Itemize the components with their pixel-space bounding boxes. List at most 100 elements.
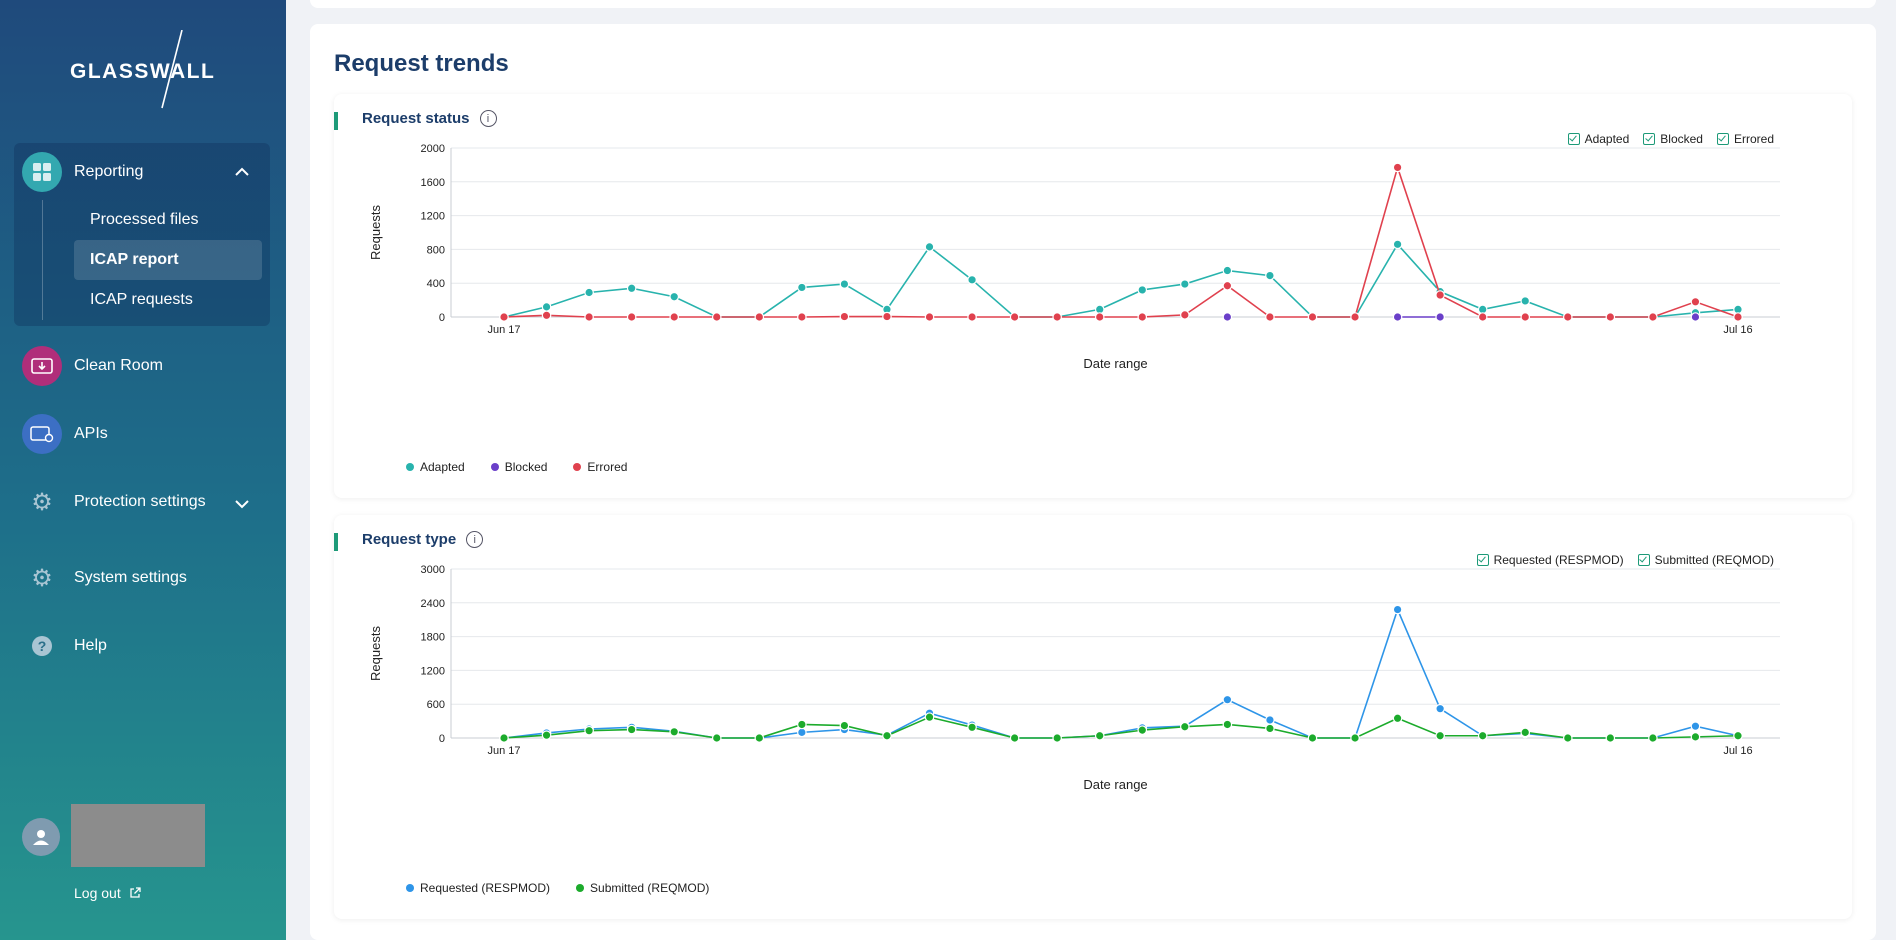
- legend-dot: [490, 463, 499, 471]
- data-point: [1094, 730, 1105, 741]
- x-axis-label: Date range: [1083, 777, 1147, 792]
- user-avatar[interactable]: [22, 818, 60, 856]
- data-point: [797, 719, 807, 730]
- data-point: [839, 311, 850, 322]
- data-point: [1435, 730, 1445, 741]
- data-point: [669, 727, 680, 737]
- toggle-blocked[interactable]: Blocked: [1643, 132, 1703, 146]
- data-point: [1009, 733, 1020, 743]
- chevron-down-icon[interactable]: [235, 499, 249, 509]
- data-point: [1265, 270, 1275, 281]
- request-status-chart: 0 400 800 1200 1600 2000 Jun 17 Jul 16 Date rang…: [368, 143, 1780, 371]
- checkbox-icon: [1643, 133, 1656, 145]
- series-toggles: Requested (RESPMOD) Submitted (REQMOD): [1476, 553, 1774, 567]
- data-point: [1392, 162, 1403, 173]
- data-point: [1265, 723, 1275, 734]
- y-tick-label: 0: [439, 733, 445, 745]
- sidebar-subitem-icap-report[interactable]: ICAP report: [74, 240, 262, 280]
- sidebar-item-clean-room[interactable]: Clean Room: [22, 344, 163, 388]
- data-point: [797, 282, 807, 293]
- request-type-chart: 0 600 1200 1800 2400 3000 Jun 17 Jul 16 Date ran…: [368, 564, 1780, 792]
- data-point: [754, 733, 765, 743]
- toggle-adapted[interactable]: Adapted: [1567, 132, 1630, 146]
- sidebar-item-label: Help: [74, 637, 107, 654]
- chart-legend: Adapted Blocked Errored: [406, 460, 627, 474]
- toggle-label: Submitted (REQMOD): [1654, 553, 1774, 567]
- data-point: [1648, 733, 1658, 743]
- y-tick-label: 0: [439, 312, 445, 324]
- toggle-requested[interactable]: Requested (RESPMOD): [1476, 553, 1624, 567]
- api-icon: [22, 414, 62, 454]
- y-tick-label: 600: [427, 699, 445, 711]
- data-point: [626, 312, 637, 322]
- data-point: [1137, 285, 1148, 295]
- toggle-label: Adapted: [1584, 132, 1630, 146]
- series-line-adapted: [503, 242, 1739, 318]
- legend-label: Requested (RESPMOD): [420, 881, 551, 895]
- legend-label: Submitted (REQMOD): [590, 881, 710, 895]
- sidebar-item-reporting[interactable]: Reporting: [22, 150, 143, 194]
- data-point: [1605, 312, 1616, 322]
- series-line-submitted-reqmod-: [503, 716, 1739, 739]
- data-point: [967, 275, 977, 285]
- request-type-card: Request type i Requested (RESPMOD) Submi…: [334, 515, 1852, 919]
- glasswall-logo[interactable]: GLASSWALL: [70, 30, 220, 110]
- sidebar-item-label: Clean Room: [74, 357, 163, 374]
- legend-label: Errored: [587, 460, 628, 474]
- data-point: [626, 283, 637, 294]
- logout-link[interactable]: Log out: [74, 885, 141, 901]
- data-point: [1690, 721, 1701, 731]
- y-tick-label: 1200: [421, 211, 445, 223]
- data-point: [1477, 730, 1488, 741]
- data-point: [1222, 280, 1233, 291]
- toggle-errored[interactable]: Errored: [1716, 132, 1774, 146]
- x-tick-label: Jul 16: [1723, 745, 1752, 757]
- toggle-submitted[interactable]: Submitted (REQMOD): [1637, 553, 1774, 567]
- page-title: Request trends: [334, 50, 509, 77]
- user-icon: [33, 830, 49, 845]
- data-point: [754, 312, 765, 322]
- sidebar-item-help[interactable]: ? Help: [22, 624, 107, 668]
- gear-icon: ⚙: [31, 564, 53, 592]
- y-tick-label: 1600: [421, 177, 445, 189]
- data-point: [1648, 312, 1658, 322]
- data-point: [1733, 730, 1743, 741]
- data-point: [797, 727, 807, 738]
- legend-item-adapted: Adapted: [406, 460, 465, 474]
- logout-label: Log out: [74, 885, 121, 901]
- data-point: [967, 312, 977, 322]
- checkbox-icon: [1716, 133, 1729, 145]
- info-icon[interactable]: i: [466, 531, 484, 548]
- logo-slash-icon: [161, 30, 183, 109]
- data-point: [1350, 733, 1360, 743]
- legend-label: Adapted: [420, 460, 465, 474]
- data-point: [924, 312, 935, 322]
- y-tick-label: 2000: [421, 143, 445, 155]
- chevron-up-icon[interactable]: [235, 167, 249, 177]
- data-point: [1222, 694, 1233, 705]
- legend-dot: [406, 884, 414, 892]
- data-point: [499, 733, 509, 743]
- data-point: [1052, 312, 1062, 322]
- data-point: [1690, 312, 1701, 322]
- data-point: [1435, 290, 1445, 300]
- data-point: [1222, 312, 1233, 322]
- sidebar-subitem-processed-files[interactable]: Processed files: [90, 211, 199, 228]
- legend-label: Blocked: [504, 460, 548, 474]
- data-point: [1265, 312, 1275, 322]
- data-point: [626, 724, 637, 735]
- sidebar-subitem-icap-requests[interactable]: ICAP requests: [90, 291, 193, 308]
- sidebar-item-apis[interactable]: APIs: [22, 412, 108, 456]
- data-point: [1520, 727, 1531, 738]
- sidebar-item-protection-settings[interactable]: ⚙ Protection settings: [22, 480, 205, 524]
- data-point: [1307, 733, 1318, 743]
- data-point: [1392, 312, 1403, 322]
- legend-item-submitted: Submitted (REQMOD): [576, 881, 709, 895]
- sidebar-item-system-settings[interactable]: ⚙ System settings: [22, 556, 187, 600]
- data-point: [1180, 721, 1190, 732]
- sidebar-item-label: System settings: [74, 569, 187, 586]
- chart-title-text: Request type: [362, 531, 457, 548]
- data-point: [584, 287, 594, 298]
- data-point: [541, 302, 552, 312]
- info-icon[interactable]: i: [479, 110, 497, 127]
